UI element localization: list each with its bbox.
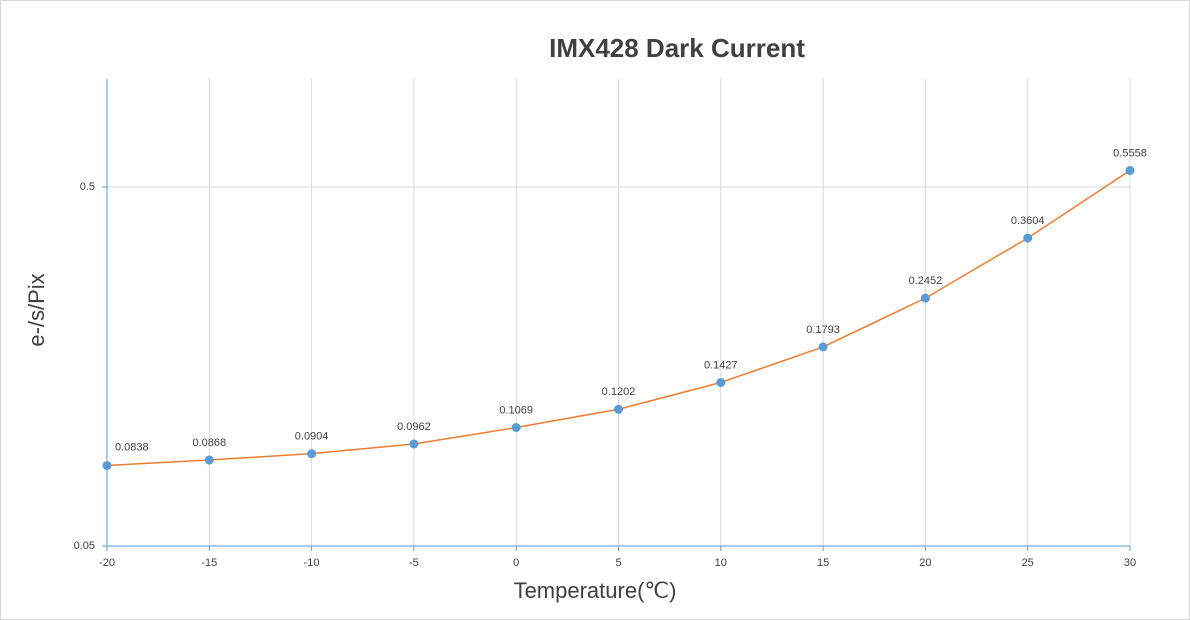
data-point — [920, 293, 930, 303]
x-tick-label: -10 — [304, 557, 320, 569]
x-tick-label: -15 — [201, 557, 217, 569]
data-label: 0.1793 — [806, 324, 840, 336]
data-label: 0.0904 — [295, 431, 329, 443]
data-point — [204, 455, 214, 465]
data-point — [1023, 233, 1033, 243]
data-label: 0.1069 — [499, 404, 533, 416]
data-point — [818, 342, 828, 352]
data-point — [716, 378, 726, 388]
y-axis-label: e-/s/Pix — [24, 273, 49, 346]
x-tick-label: -5 — [409, 557, 419, 569]
x-tick-label: 0 — [513, 557, 519, 569]
data-point — [409, 439, 419, 449]
chart-title: IMX428 Dark Current — [549, 33, 805, 63]
data-point — [614, 404, 623, 414]
y-tick-label: 0.5 — [80, 181, 95, 193]
x-tick-label: 30 — [1124, 557, 1136, 569]
x-tick-label: -20 — [99, 557, 115, 569]
data-label: 0.2452 — [909, 275, 943, 287]
data-label: 0.5558 — [1113, 147, 1147, 159]
x-tick-label: 5 — [615, 557, 621, 569]
x-tick-label: 10 — [715, 557, 727, 569]
data-label: 0.1202 — [602, 386, 636, 398]
data-point — [102, 460, 112, 470]
data-label: 0.1427 — [704, 359, 738, 371]
x-tick-label: 15 — [817, 557, 829, 569]
x-axis-label: Temperature(℃) — [514, 578, 677, 603]
x-tick-label: 25 — [1022, 557, 1034, 569]
x-tick-label: 20 — [919, 557, 931, 569]
data-point — [1125, 166, 1135, 176]
data-point — [511, 423, 521, 433]
data-point — [307, 449, 317, 459]
data-label: 0.0962 — [397, 421, 431, 433]
data-label: 0.3604 — [1011, 215, 1045, 227]
data-label: 0.0868 — [192, 437, 226, 449]
y-tick-label: 0.05 — [74, 540, 95, 552]
data-label: 0.0838 — [115, 441, 149, 453]
